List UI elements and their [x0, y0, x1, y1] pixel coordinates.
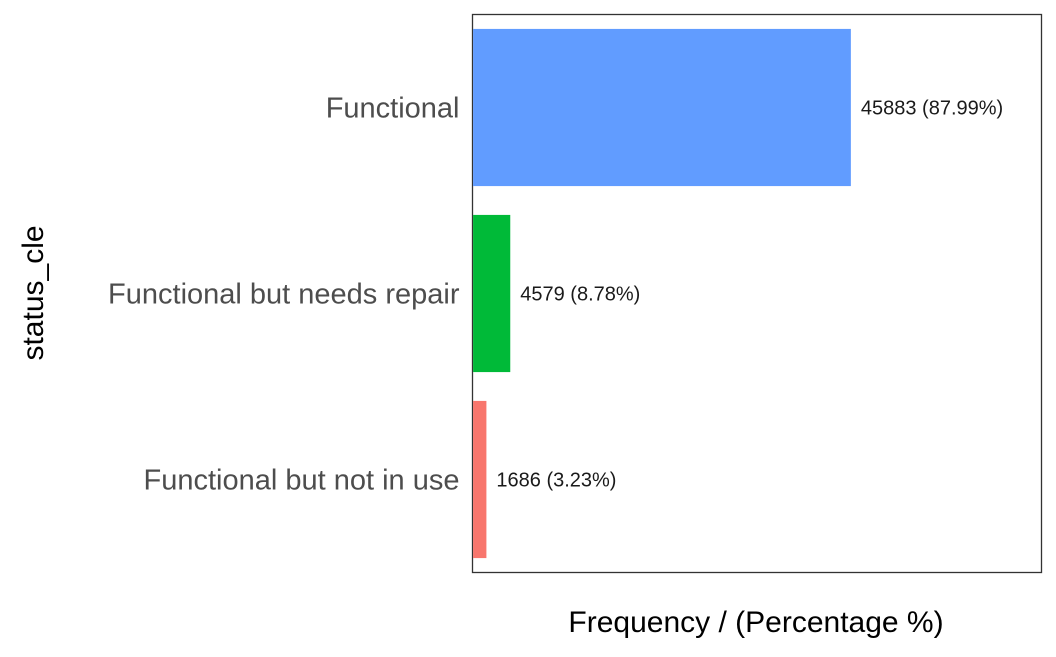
- y-axis-title: status_cle: [17, 225, 50, 360]
- data-label-functional-but-needs-repair: 4579 (8.78%): [520, 284, 640, 306]
- category-label-functional-but-not-in-use: Functional but not in use: [144, 465, 460, 497]
- category-labels-layer: Functional Functional but needs repair Fun…: [108, 93, 460, 497]
- bar-functional: [473, 28, 851, 187]
- data-label-functional: 45883 (87.99%): [861, 98, 1003, 120]
- x-axis-title: Frequency / (Percentage %): [568, 606, 943, 639]
- bar-functional-but-not-in-use: [473, 400, 487, 559]
- bar-functional-but-needs-repair: [473, 214, 511, 373]
- category-label-functional: Functional: [326, 93, 460, 125]
- bars-layer: [473, 28, 851, 559]
- category-label-functional-but-needs-repair: Functional but needs repair: [108, 279, 460, 311]
- data-label-functional-but-not-in-use: 1686 (3.23%): [496, 470, 616, 492]
- data-labels-layer: 45883 (87.99%) 4579 (8.78%) 1686 (3.23%): [496, 98, 1003, 492]
